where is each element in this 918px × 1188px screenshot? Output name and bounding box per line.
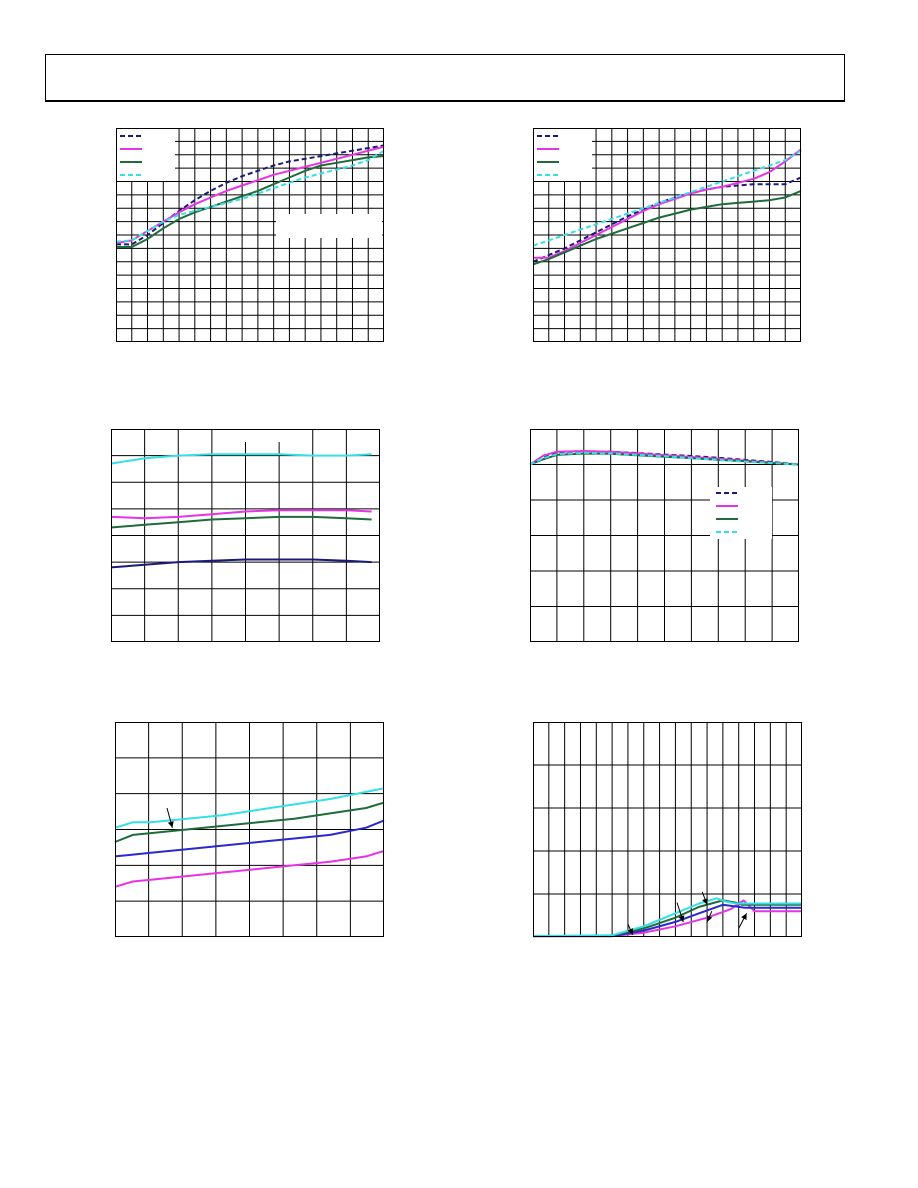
annotation-box	[276, 214, 382, 238]
series-line-3	[114, 819, 385, 858]
chart-5	[114, 722, 385, 937]
grid	[533, 722, 802, 937]
grid	[111, 429, 380, 642]
series-line-4	[115, 149, 385, 243]
legend-box	[117, 129, 175, 181]
annotation-box	[231, 430, 291, 442]
series-line-4	[532, 897, 802, 938]
plot-frame	[116, 128, 384, 342]
series-line-1	[114, 787, 385, 829]
grid	[115, 722, 384, 937]
series-line-4	[529, 451, 800, 466]
annotation-arrowhead-3	[702, 898, 708, 905]
annotation-arrowhead-1	[167, 821, 174, 828]
chart-4	[529, 429, 800, 642]
series-line-1	[110, 453, 372, 465]
series-line-3	[532, 189, 802, 266]
series-line-2	[110, 509, 372, 520]
plot-frame	[533, 722, 802, 937]
series-line-4	[532, 149, 802, 247]
series-line-2	[533, 903, 802, 938]
series-line-3	[110, 515, 372, 529]
annotation-arrowhead-2	[678, 915, 685, 922]
annotation-arrowhead-5	[741, 913, 747, 921]
grid	[530, 429, 799, 642]
series-line-1	[533, 899, 802, 938]
series-line-2	[533, 148, 802, 259]
series-line-4	[114, 850, 385, 888]
annotation-arrowhead-1	[627, 928, 634, 935]
series-line-3	[532, 899, 802, 938]
plot-frame	[111, 429, 380, 642]
legend-box	[534, 129, 592, 181]
chart-3	[110, 429, 380, 642]
plot-frame	[533, 128, 801, 342]
series-line-1	[532, 176, 802, 263]
legend-box	[710, 487, 772, 539]
chart-6	[532, 722, 802, 938]
series-line-3	[116, 155, 385, 248]
chart-1	[115, 128, 385, 342]
annotation-arrowhead-4	[706, 915, 713, 922]
series-line-1	[116, 144, 385, 246]
chart-2	[532, 128, 802, 342]
series-line-4	[110, 558, 372, 569]
series-line-2	[114, 801, 385, 843]
plot-frame	[530, 429, 799, 642]
page-header	[45, 54, 845, 102]
plot-frame	[115, 722, 384, 937]
